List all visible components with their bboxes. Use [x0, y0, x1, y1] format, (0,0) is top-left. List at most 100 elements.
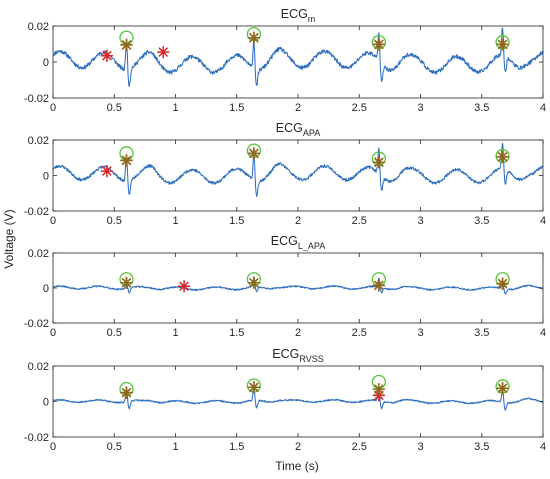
dark-star-marker: [247, 381, 261, 394]
x-axis-label: Time (s): [275, 459, 319, 473]
star-stroke: [374, 157, 384, 167]
star-stroke: [121, 40, 132, 50]
y-tick-label: 0.02: [28, 21, 49, 33]
dark-star-marker: [372, 382, 386, 396]
y-axis-label: Voltage (V): [2, 209, 16, 268]
star-stroke: [121, 155, 132, 166]
x-tick-label: 2.5: [352, 102, 367, 114]
red-star-marker: [157, 45, 170, 59]
x-tick-label: 1: [172, 102, 178, 114]
x-tick-label: 3.5: [474, 102, 489, 114]
star-stroke: [121, 387, 132, 398]
dark-star-marker: [120, 276, 133, 289]
x-tick-label: 0: [50, 215, 56, 227]
star-stroke: [249, 148, 259, 158]
x-tick-label: 0: [50, 102, 56, 114]
dark-star-marker: [496, 381, 509, 395]
x-tick-label: 0.5: [107, 441, 122, 453]
star-stroke: [497, 278, 508, 289]
x-tick-label: 3: [417, 102, 423, 114]
x-tick-label: 2: [295, 441, 301, 453]
panel-title: ECGAPA: [276, 121, 320, 138]
x-tick-label: 3: [417, 215, 423, 227]
y-tick-label: 0.02: [28, 361, 49, 373]
dark-star-marker: [372, 279, 386, 292]
dark-star-marker: [247, 31, 261, 44]
y-tick-label: -0.02: [24, 432, 49, 444]
dark-star-marker: [120, 386, 133, 399]
x-tick-label: 4: [540, 102, 546, 114]
x-tick-label: 0.5: [107, 102, 122, 114]
x-tick-label: 4: [540, 215, 546, 227]
x-tick-label: 3: [417, 441, 423, 453]
x-tick-label: 1.5: [229, 215, 244, 227]
y-tick-label: 0: [43, 283, 49, 295]
star-stroke: [249, 382, 259, 392]
y-tick-label: -0.02: [24, 206, 49, 218]
x-tick-label: 2: [295, 102, 301, 114]
y-tick-label: 0: [43, 57, 49, 69]
panel-title: ECGL_APA: [271, 234, 325, 251]
star-stroke: [102, 166, 112, 176]
x-tick-label: 1: [172, 441, 178, 453]
y-tick-label: 0: [43, 171, 49, 183]
dark-star-marker: [247, 147, 261, 160]
x-tick-label: 4: [540, 441, 546, 453]
star-stroke: [249, 33, 259, 43]
x-tick-label: 3: [417, 327, 423, 339]
plot-frame: [52, 365, 544, 438]
star-stroke: [121, 278, 132, 288]
x-tick-label: 1.5: [229, 327, 244, 339]
x-tick-label: 1: [172, 327, 178, 339]
x-tick-label: 3.5: [474, 327, 489, 339]
dark-star-marker: [372, 38, 386, 51]
x-tick-label: 0.5: [107, 327, 122, 339]
x-tick-label: 4: [540, 327, 546, 339]
star-stroke: [374, 39, 384, 49]
x-tick-label: 3.5: [474, 215, 489, 227]
x-tick-label: 0: [50, 441, 56, 453]
x-tick-label: 2: [295, 327, 301, 339]
ecg-signal-line: [52, 277, 544, 295]
dark-star-marker: [247, 276, 261, 289]
star-stroke: [249, 278, 259, 288]
plot-frame: [52, 25, 544, 99]
x-tick-label: 0.5: [107, 215, 122, 227]
y-tick-label: 0.02: [28, 248, 49, 260]
star-stroke: [179, 281, 189, 291]
star-stroke: [158, 47, 168, 57]
x-tick-label: 2: [295, 215, 301, 227]
y-tick-label: -0.02: [24, 318, 49, 330]
panel-title: ECGRVSS: [272, 347, 323, 364]
dark-star-marker: [496, 150, 509, 164]
star-stroke: [497, 383, 508, 393]
x-tick-label: 1: [172, 215, 178, 227]
star-stroke: [102, 51, 112, 61]
red-star-marker: [177, 280, 191, 293]
x-tick-label: 2.5: [352, 215, 367, 227]
dark-star-marker: [120, 38, 133, 52]
x-tick-label: 2.5: [352, 441, 367, 453]
red-star-marker: [100, 49, 114, 62]
panel-title: ECGm: [281, 7, 316, 24]
ecg-signal-line: [52, 386, 544, 411]
ecg-signal-line: [52, 142, 544, 198]
dark-star-marker: [496, 277, 509, 290]
red-star-marker: [100, 164, 114, 178]
star-stroke: [374, 384, 384, 394]
dark-star-marker: [496, 38, 509, 51]
dark-star-marker: [120, 154, 133, 167]
x-tick-label: 1.5: [229, 102, 244, 114]
star-stroke: [497, 39, 508, 49]
y-tick-label: -0.02: [24, 93, 49, 105]
y-tick-label: 0: [43, 397, 49, 409]
dark-star-marker: [372, 155, 386, 169]
x-tick-label: 1.5: [229, 441, 244, 453]
x-tick-label: 2.5: [352, 327, 367, 339]
x-tick-label: 0: [50, 327, 56, 339]
